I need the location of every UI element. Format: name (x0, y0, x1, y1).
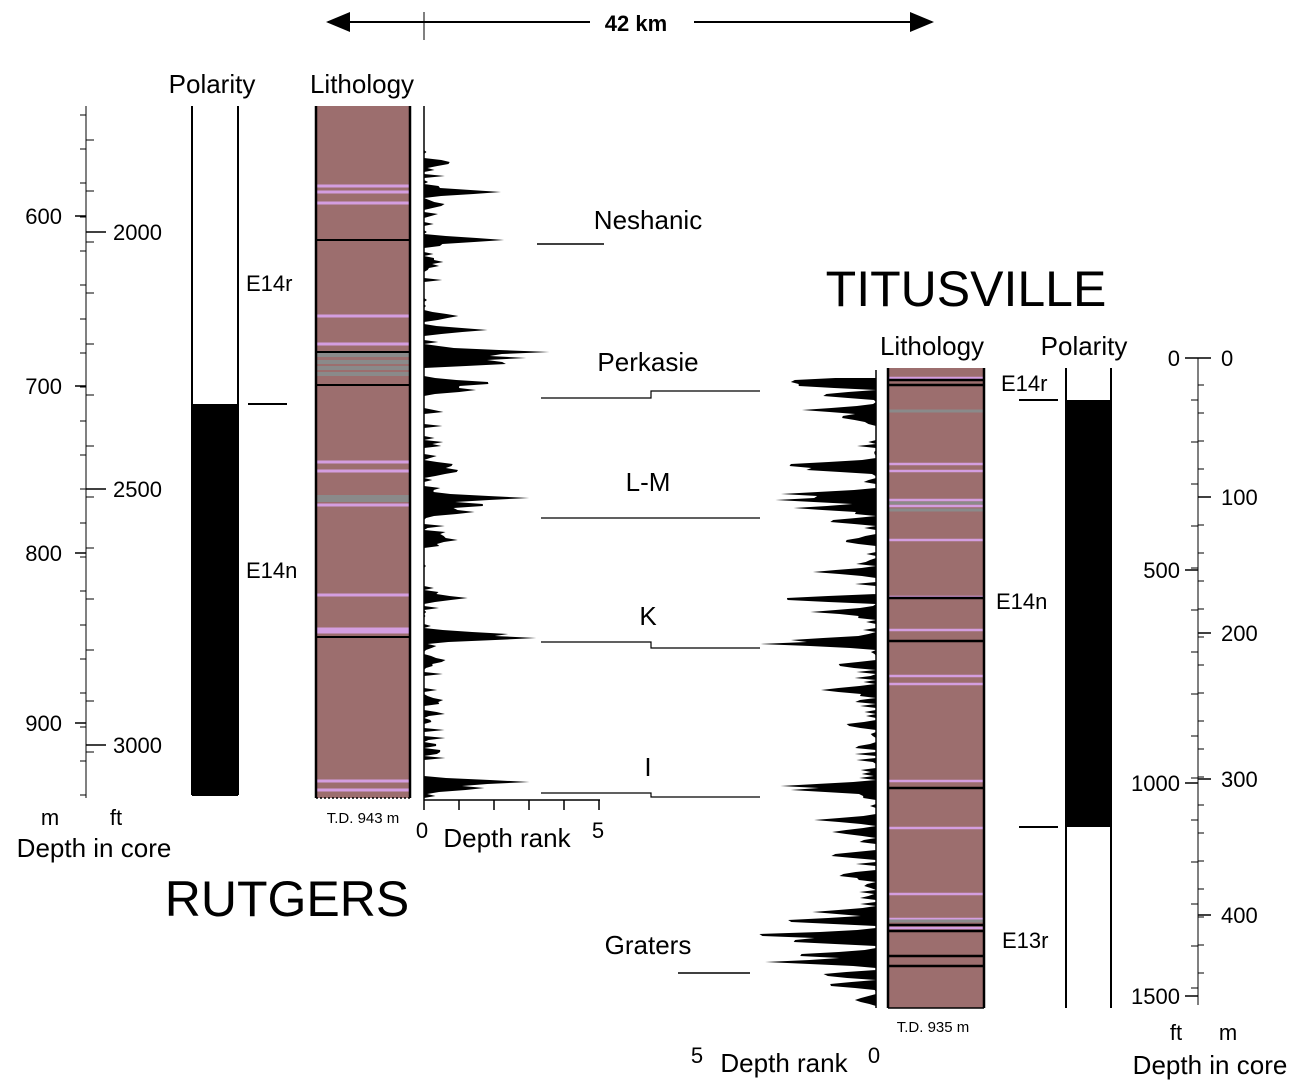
titusville-depth-rank-log: 5 0 Depth rank (691, 370, 880, 1078)
titusville-rank-min: 0 (868, 1043, 880, 1068)
rutgers-ft-tick-label: 3000 (113, 733, 162, 758)
titusville-ft-tick-label: 0 (1168, 346, 1180, 371)
rutgers-m-tick-label: 600 (25, 204, 62, 229)
titusville-rank-max: 5 (691, 1043, 703, 1068)
rutgers-unit-ft: ft (110, 805, 122, 830)
correlation-label: Neshanic (594, 205, 702, 235)
correlation-label: L-M (626, 467, 671, 497)
titusville-unit-ft: ft (1170, 1020, 1182, 1045)
scale-bar: 42 km (326, 11, 934, 40)
rutgers-depth-rank-log: 0 5 Depth rank (416, 106, 604, 853)
rutgers-site-name: RUTGERS (165, 871, 409, 927)
rutgers-chron-label: E14n (246, 558, 297, 583)
rutgers-minor-ticks (80, 114, 94, 796)
rutgers-lithology-bands (316, 184, 410, 792)
correlation-label: K (639, 601, 657, 631)
correlation-label: Graters (605, 930, 692, 960)
rutgers-m-tick-label: 900 (25, 711, 62, 736)
rutgers-polarity-header: Polarity (169, 69, 256, 99)
rutgers-unit-m: m (41, 805, 59, 830)
titusville-polarity-header: Polarity (1041, 331, 1128, 361)
titusville-site-name: TITUSVILLE (826, 261, 1107, 317)
rutgers-m-tick-label: 800 (25, 541, 62, 566)
rutgers-rank-title: Depth rank (443, 823, 571, 853)
titusville-td-label: T.D. 935 m (897, 1019, 970, 1036)
titusville-lithology-column: T.D. 935 m E14r E14n E13r (886, 368, 1048, 1036)
rutgers-polarity-column: E14r E14n (191, 106, 297, 796)
titusville-chron-label: E14r (1001, 371, 1047, 396)
rutgers-m-tick-label: 700 (25, 374, 62, 399)
titusville-polarity-column (1019, 368, 1112, 1008)
titusville-m-tick-label: 0 (1221, 346, 1233, 371)
titusville-rank-title: Depth rank (720, 1048, 848, 1078)
rutgers-depth-caption: Depth in core (17, 833, 172, 863)
titusville-lithology-bands (888, 376, 984, 968)
titusville-chron-label: E14n (996, 589, 1047, 614)
titusville-ft-tick-label: 1500 (1131, 984, 1180, 1009)
rutgers-depth-axis: 600 700 800 900 2000 2500 3000 m ft Dept… (17, 106, 172, 863)
correlation-lines: Neshanic Perkasie L-M K I Graters (537, 205, 760, 974)
titusville-m-tick-label: 400 (1221, 903, 1258, 928)
rutgers-rank-min: 0 (416, 818, 428, 843)
titusville-depth-caption: Depth in core (1133, 1050, 1288, 1080)
titusville-chron-label: E13r (1002, 928, 1048, 953)
titusville-m-tick-label: 300 (1221, 767, 1258, 792)
titusville-depth-axis: 0 500 1000 1500 0 100 200 300 400 ft m D… (1131, 346, 1287, 1080)
correlation-label: I (644, 752, 651, 782)
correlation-label: Perkasie (597, 347, 698, 377)
rutgers-lithology-header: Lithology (310, 69, 414, 99)
rutgers-rank-max: 5 (592, 818, 604, 843)
rutgers-chron-label: E14r (246, 271, 292, 296)
titusville-unit-m: m (1219, 1020, 1237, 1045)
titusville-m-tick-label: 200 (1221, 621, 1258, 646)
titusville-ft-tick-label: 500 (1143, 558, 1180, 583)
rutgers-lithology-column: T.D. 943 m (314, 106, 412, 827)
rutgers-td-label: T.D. 943 m (327, 810, 400, 827)
titusville-lithology-header: Lithology (880, 331, 984, 361)
titusville-ft-tick-label: 1000 (1131, 771, 1180, 796)
scale-bar-label: 42 km (605, 11, 667, 36)
titusville-m-tick-label: 100 (1221, 485, 1258, 510)
rutgers-ft-tick-label: 2000 (113, 220, 162, 245)
rutgers-ft-tick-label: 2500 (113, 477, 162, 502)
